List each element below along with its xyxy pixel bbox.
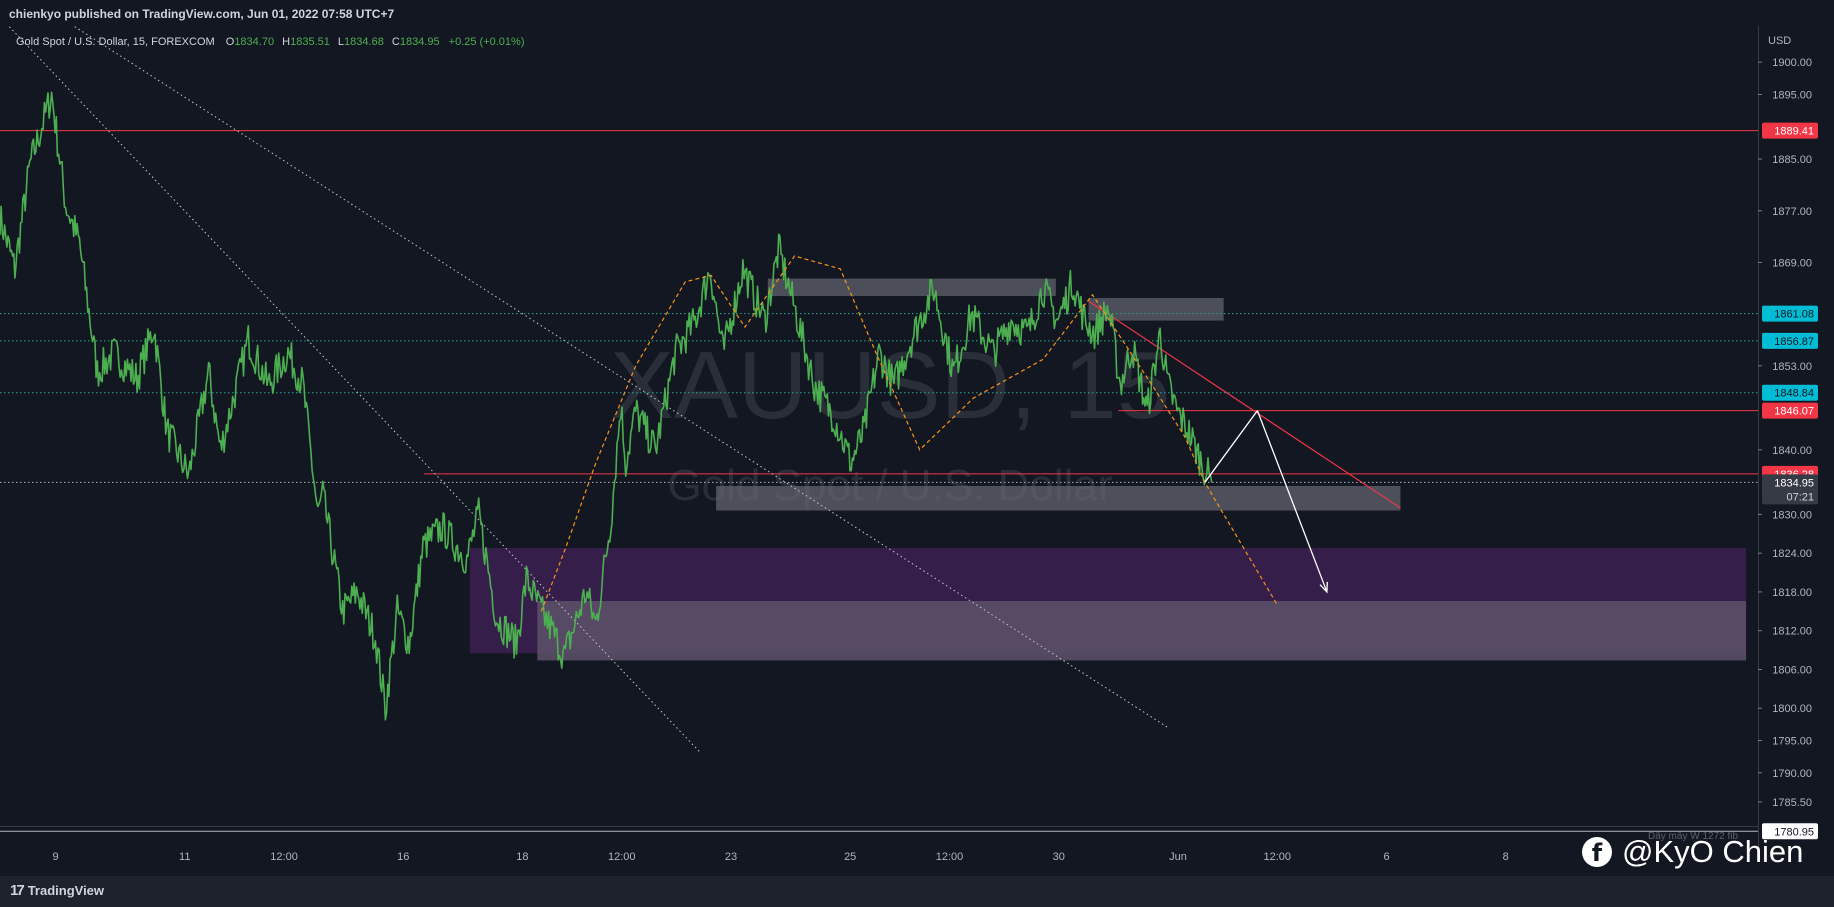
price-badge-label-1: 1861.08 bbox=[1774, 309, 1814, 321]
trendline-0 bbox=[0, 16, 702, 754]
zones bbox=[469, 278, 1747, 661]
footer-bar bbox=[0, 876, 1834, 907]
drawings bbox=[540, 255, 1328, 612]
y-tick-label-9: 1818.00 bbox=[1772, 587, 1812, 599]
y-tick-label-3: 1877.00 bbox=[1772, 206, 1812, 218]
social-watermark: f @KyO Chien bbox=[1582, 834, 1803, 870]
y-tick-label-7: 1830.00 bbox=[1772, 509, 1812, 521]
publisher-text: chienkyo published on TradingView.com, J… bbox=[9, 7, 395, 21]
price-axis-labels: 1889.411861.081856.871848.841846.071836.… bbox=[1762, 122, 1818, 840]
price-badge-3 bbox=[1762, 384, 1818, 401]
y-tick-label-6: 1840.00 bbox=[1772, 445, 1812, 457]
price-badge-label-2: 1856.87 bbox=[1774, 336, 1814, 348]
ticker-watermark: XAUUSD, 15 Gold Spot / U.S. Dollar bbox=[610, 332, 1170, 510]
scale-note: Dây mây W 1272 fib bbox=[1648, 831, 1738, 842]
publisher-bar: chienkyo published on TradingView.com, J… bbox=[0, 0, 1834, 26]
symbol-legend[interactable]: Gold Spot / U.S. Dollar, 15, FOREXCOM O1… bbox=[16, 36, 525, 48]
price-badge-1 bbox=[1762, 305, 1818, 322]
price-badge-label-3: 1848.84 bbox=[1774, 388, 1814, 400]
current-price-badge bbox=[1762, 474, 1818, 505]
y-tick-label-5: 1853.00 bbox=[1772, 361, 1812, 373]
y-tick-label-11: 1806.00 bbox=[1772, 664, 1812, 676]
zone-1 bbox=[1088, 297, 1224, 321]
symbol-name: Gold Spot / U.S. Dollar, 15, FOREXCOM bbox=[16, 36, 215, 48]
price-badge-label-7: 1780.95 bbox=[1774, 826, 1814, 838]
y-tick-label-14: 1790.00 bbox=[1772, 768, 1812, 780]
zone-4 bbox=[537, 600, 1747, 661]
open-value: 1834.70 bbox=[234, 36, 274, 48]
close-value: 1834.95 bbox=[400, 36, 440, 48]
price-badge-2 bbox=[1762, 332, 1818, 349]
price-badge-label-0: 1889.41 bbox=[1774, 126, 1814, 138]
forecast-arrowhead bbox=[1319, 581, 1328, 594]
bar-countdown-label: 07:21 bbox=[1786, 491, 1814, 503]
forecast-leg-0 bbox=[1204, 410, 1258, 483]
tradingview-logo[interactable]: 17 TradingView bbox=[10, 882, 104, 899]
change-value: +0.25 (+0.01%) bbox=[449, 36, 525, 48]
price-axis-unit: USD bbox=[1768, 35, 1791, 47]
trendlines bbox=[0, 16, 1401, 754]
x-tick-label-9: 30 bbox=[1053, 851, 1065, 863]
price-badge-label-4: 1846.07 bbox=[1774, 406, 1814, 418]
y-tick-label-2: 1885.00 bbox=[1772, 154, 1812, 166]
zone-2 bbox=[716, 485, 1401, 511]
x-tick-label-7: 25 bbox=[844, 851, 856, 863]
y-tick-label-12: 1800.00 bbox=[1772, 703, 1812, 715]
y-tick-label-0: 1900.00 bbox=[1772, 57, 1812, 69]
y-tick-label-1: 1895.00 bbox=[1772, 89, 1812, 101]
price-badge-0 bbox=[1762, 122, 1818, 139]
trendline-2 bbox=[1088, 300, 1401, 509]
price-axis-panel[interactable] bbox=[1758, 26, 1834, 852]
trendline-1 bbox=[59, 16, 1169, 729]
x-tick-label-1: 11 bbox=[179, 851, 190, 863]
high-value: 1835.51 bbox=[290, 36, 330, 48]
x-tick-label-8: 12:00 bbox=[936, 851, 964, 863]
close-label: C bbox=[392, 36, 400, 48]
y-tick-label-15: 1785.50 bbox=[1772, 797, 1812, 809]
tradingview-brand: TradingView bbox=[27, 883, 105, 898]
social-handle: @KyO Chien bbox=[1622, 834, 1804, 869]
price-series bbox=[0, 91, 1213, 721]
price-axis-ticks: 1900.00 1895.00 1885.00 1877.00 1869.00 1853.… bbox=[1758, 57, 1812, 809]
open-label: O bbox=[226, 36, 235, 48]
low-value: 1834.68 bbox=[344, 36, 384, 48]
current-price-label: 1834.95 bbox=[1774, 477, 1814, 489]
zone-0 bbox=[767, 278, 1056, 297]
x-tick-label-12: 6 bbox=[1383, 851, 1389, 863]
y-tick-label-4: 1869.00 bbox=[1772, 257, 1812, 269]
facebook-icon: f bbox=[1582, 837, 1612, 867]
low-label: L bbox=[338, 36, 344, 48]
x-tick-label-4: 18 bbox=[516, 851, 528, 863]
y-tick-label-8: 1824.00 bbox=[1772, 548, 1812, 560]
x-tick-label-6: 23 bbox=[725, 851, 737, 863]
x-tick-label-13: 8 bbox=[1503, 851, 1509, 863]
y-tick-label-13: 1795.00 bbox=[1772, 736, 1812, 748]
x-tick-label-0: 9 bbox=[53, 851, 59, 863]
x-tick-label-2: 12:00 bbox=[270, 851, 298, 863]
x-tick-label-11: 12:00 bbox=[1264, 851, 1292, 863]
tradingview-logo-icon: 17 bbox=[10, 882, 25, 899]
forecast-leg-1 bbox=[1256, 410, 1328, 593]
x-tick-label-10: Jun bbox=[1169, 851, 1187, 863]
price-levels bbox=[0, 130, 1758, 832]
symbol-legend-text: Gold Spot / U.S. Dollar, 15, FOREXCOM O1… bbox=[16, 36, 525, 48]
projection-path bbox=[540, 255, 1278, 612]
y-tick-label-10: 1812.00 bbox=[1772, 626, 1812, 638]
high-label: H bbox=[282, 36, 290, 48]
price-line bbox=[0, 91, 1213, 721]
price-badge-7 bbox=[1762, 823, 1818, 840]
price-badge-4 bbox=[1762, 402, 1818, 419]
x-tick-label-5: 12:00 bbox=[608, 851, 636, 863]
time-axis-ticks: 9 11 12:00 16 18 12:00 23 25 12:00 30 Jun 12:00 6 8 bbox=[53, 851, 1509, 863]
x-tick-label-3: 16 bbox=[397, 851, 409, 863]
